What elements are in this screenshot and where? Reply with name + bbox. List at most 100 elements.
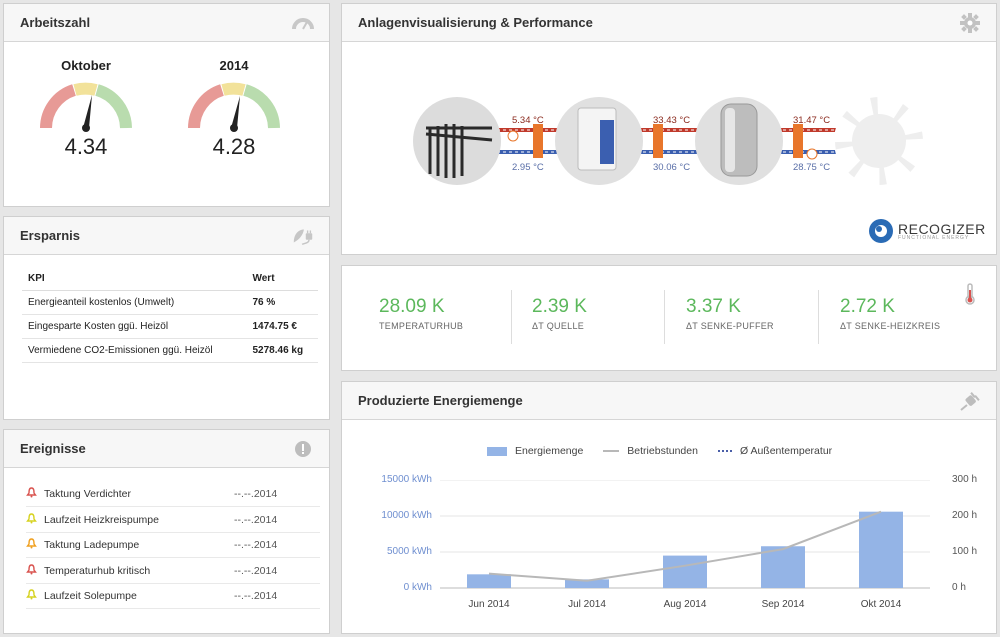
ersparnis-panel: Ersparnis KPI Wert Energieanteil kostenl… [3, 216, 330, 420]
value-cell: 1474.75 € [246, 314, 318, 339]
temp-buffer-supply: 33.43 °C [653, 115, 691, 126]
energie-panel: Produzierte Energiemenge [341, 381, 997, 634]
logo-mark-icon [869, 219, 893, 243]
gauge-dial [40, 82, 132, 132]
recogizer-logo: RECOGIZER FUNCTIONAL ENERGY [868, 218, 986, 244]
plant-diagram [413, 96, 924, 186]
stat-label: ΔT QUELLE [532, 321, 585, 331]
stat-value: 2.39 K [532, 296, 587, 317]
alert-icon[interactable] [291, 437, 315, 461]
list-item[interactable]: Laufzeit Solepumpe --.--.2014 [26, 584, 320, 609]
list-item[interactable]: Taktung Ladepumpe --.--.2014 [26, 533, 320, 558]
event-date: --.--.2014 [234, 488, 278, 500]
y-tick-label: 5000 kWh [386, 546, 432, 557]
plug-icon[interactable] [958, 389, 982, 413]
bell-icon [26, 538, 44, 552]
event-label: Taktung Ladepumpe [44, 539, 140, 551]
ersparnis-title: Ersparnis [20, 228, 80, 243]
logo-text: RECOGIZER [898, 220, 986, 237]
event-label: Laufzeit Heizkreispumpe [44, 513, 159, 526]
bar-energiemenge[interactable] [761, 546, 805, 588]
list-item[interactable]: Temperaturhub kritisch --.--.2014 [26, 559, 320, 584]
gauge-year: 2014 4.28 [174, 58, 294, 160]
gauge-label: 2014 [219, 58, 249, 73]
list-item[interactable]: Laufzeit Heizkreispumpe --.--.2014 [26, 508, 320, 533]
pipe-segment-1 [497, 124, 559, 158]
event-label: Laufzeit Solepumpe [44, 590, 137, 602]
y2-tick-label: 100 h [952, 546, 978, 557]
value-column-header: Wert [246, 267, 318, 291]
heating-circuit-node[interactable] [834, 96, 924, 186]
anlage-panel: Anlagenvisualisierung & Performance [341, 3, 997, 255]
kpi-cell: Energieanteil kostenlos (Umwelt) [22, 290, 247, 315]
temp-source-supply: 5.34 °C [512, 115, 544, 126]
stat-divider [511, 290, 512, 344]
y2-tick-label: 200 h [952, 510, 978, 521]
ground-collector-node[interactable] [413, 97, 501, 185]
stat-dt-senke-heizkreis: 2.72 K ΔT SENKE-HEIZKREIS [840, 296, 980, 331]
temp-heating-supply: 31.47 °C [793, 115, 831, 126]
y2-tick-label: 300 h [952, 474, 978, 485]
y-tick-label: 10000 kWh [381, 510, 432, 521]
ereignisse-panel: Ereignisse Taktung Verdichter --.--.2014 L… [3, 429, 330, 634]
event-label: Temperaturhub kritisch [44, 564, 151, 577]
stat-label: ΔT SENKE-PUFFER [686, 321, 774, 331]
line-betriebstunden[interactable] [488, 510, 882, 582]
energie-header: Produzierte Energiemenge [342, 382, 996, 420]
thermometer-icon[interactable] [958, 282, 982, 306]
stat-dt-quelle: 2.39 K ΔT QUELLE [532, 296, 672, 331]
stat-label: TEMPERATURHUB [379, 321, 464, 331]
eco-plug-icon[interactable] [291, 224, 315, 248]
legend-line-swatch [603, 450, 620, 452]
legend-bar-swatch [487, 446, 507, 456]
temp-buffer-return: 30.06 °C [653, 162, 691, 173]
bar-energiemenge[interactable] [859, 511, 903, 588]
buffer-tank-node[interactable] [695, 97, 783, 185]
legend-item-aussentemperatur[interactable]: Ø Außentemperatur [739, 445, 833, 457]
bar-energiemenge[interactable] [467, 574, 511, 588]
anlage-title: Anlagenvisualisierung & Performance [358, 15, 593, 30]
value-cell: 5278.46 kg [246, 338, 318, 363]
list-item[interactable]: Taktung Verdichter --.--.2014 [26, 482, 320, 507]
x-tick-label: Jun 2014 [468, 599, 510, 610]
gauge-dial [188, 82, 280, 132]
temp-source-return: 2.95 °C [512, 162, 544, 173]
legend-item-energiemenge[interactable]: Energiemenge [515, 445, 584, 457]
legend-dotted-swatch [717, 450, 732, 452]
event-label: Taktung Verdichter [44, 488, 131, 500]
table-row: Vermiedene CO2-Emissionen ggü. Heizöl 52… [22, 338, 318, 363]
legend-item-betriebstunden[interactable]: Betriebstunden [627, 445, 698, 457]
kpi-column-header: KPI [22, 267, 247, 291]
kpi-table: KPI Wert Energieanteil kostenlos (Umwelt… [22, 267, 318, 363]
bell-icon [26, 487, 44, 501]
bar-energiemenge[interactable] [663, 555, 707, 588]
stat-divider [664, 290, 665, 344]
value-cell: 76 % [246, 290, 318, 315]
x-tick-label: Jul 2014 [568, 599, 606, 610]
bar-energiemenge[interactable] [565, 579, 609, 588]
logo-subtext: FUNCTIONAL ENERGY [898, 234, 970, 241]
kpi-cell: Vermiedene CO2-Emissionen ggü. Heizöl [22, 338, 247, 363]
event-date: --.--.2014 [234, 564, 278, 577]
y-tick-label: 0 kWh [403, 582, 432, 593]
stat-dt-senke-puffer: 3.37 K ΔT SENKE-PUFFER [686, 296, 826, 331]
kpi-cell: Eingesparte Kosten ggü. Heizöl [22, 314, 247, 339]
gear-icon[interactable] [958, 11, 982, 35]
stat-label: ΔT SENKE-HEIZKREIS [840, 321, 941, 331]
table-row: Energieanteil kostenlos (Umwelt) 76 % [22, 290, 318, 315]
stat-temperaturhub: 28.09 K TEMPERATURHUB [379, 296, 519, 331]
energy-chart [440, 480, 930, 589]
event-date: --.--.2014 [234, 539, 278, 551]
ereignisse-header: Ereignisse [4, 430, 329, 468]
bell-icon [26, 512, 44, 527]
chart-legend: Energiemenge Betriebstunden Ø Außentempe… [487, 445, 832, 457]
arbeitszahl-panel: Arbeitszahl Oktober 4.34 2014 4.28 [3, 3, 330, 207]
y2-tick-label: 0 h [952, 582, 966, 593]
speedometer-icon[interactable] [291, 11, 315, 35]
kpi-header-row: KPI Wert [22, 267, 318, 291]
stat-value: 3.37 K [686, 296, 741, 317]
arbeitszahl-title: Arbeitszahl [20, 15, 91, 30]
y-tick-label: 15000 kWh [381, 474, 432, 485]
bell-icon [26, 563, 44, 578]
heat-pump-node[interactable] [555, 97, 643, 185]
